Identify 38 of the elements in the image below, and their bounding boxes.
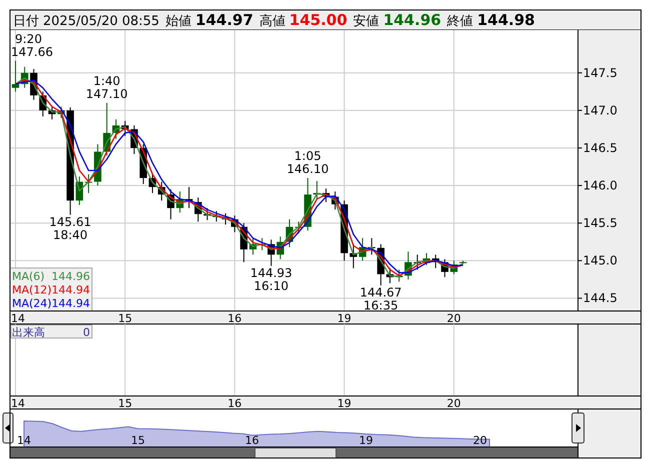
x-tick-label: 15 xyxy=(131,434,145,447)
y-tick-label: 146.0 xyxy=(583,178,618,193)
category-label: 16 xyxy=(228,397,242,410)
annotation: 1:05 146.10 xyxy=(286,149,329,176)
category-label: 14 xyxy=(11,397,25,410)
x-tick-label: 19 xyxy=(359,434,373,447)
text: MA(6) xyxy=(12,270,45,283)
x-tick-label: 19 xyxy=(337,312,352,325)
y-tick-label: 145.0 xyxy=(583,254,618,268)
y-tick-label: 147.5 xyxy=(583,66,618,80)
category-label: 15 xyxy=(118,397,132,410)
category-label: 20 xyxy=(446,397,461,410)
annotation: 144.96 xyxy=(52,270,90,283)
candlestick xyxy=(12,60,20,92)
x-tick-label: 14 xyxy=(11,312,25,325)
text: 0 xyxy=(83,326,90,339)
annotation: 145.61 18:40 xyxy=(49,214,92,242)
x-tick-label: 20 xyxy=(446,312,461,325)
text: 出来高 xyxy=(12,326,45,339)
chart-title: 日付 2025/05/20 08:55 始値 144.97 高値 145.00 安値 144.96 終値 144.98 xyxy=(13,11,535,29)
y-tick-label: 147.0 xyxy=(583,103,618,118)
annotation: 144.93 16:10 xyxy=(250,266,292,293)
text: MA(24) xyxy=(12,297,52,310)
annotation: 9:20 147.66 xyxy=(11,32,53,59)
annotation: 144.94 xyxy=(52,297,90,310)
annotation: 1:40 147.10 xyxy=(86,74,128,101)
x-tick-label: 14 xyxy=(17,434,31,447)
annotation: 144.94 xyxy=(52,284,90,296)
annotation: 144.67 16:35 xyxy=(360,285,402,312)
y-tick-label: 146.5 xyxy=(583,140,618,155)
text: MA(12) xyxy=(12,284,52,296)
x-tick-label: 16 xyxy=(228,312,242,325)
y-tick-label: 144.5 xyxy=(583,291,618,306)
x-tick-label: 20 xyxy=(473,434,487,447)
x-tick-label: 16 xyxy=(245,434,259,447)
x-tick-label: 15 xyxy=(118,312,132,325)
category-label: 19 xyxy=(337,397,352,410)
y-tick-label: 145.5 xyxy=(583,216,618,230)
